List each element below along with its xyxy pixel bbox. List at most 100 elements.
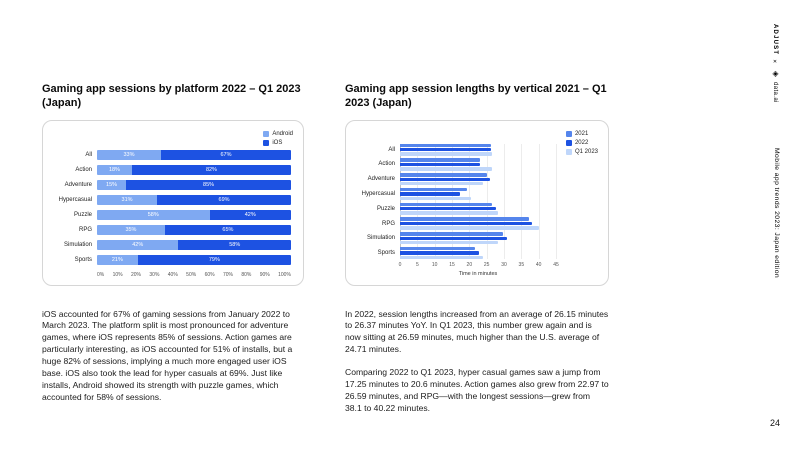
- legend-swatch: [565, 148, 572, 155]
- legend-label: 2021: [574, 130, 589, 137]
- bar-segment-ios: 82%: [131, 165, 291, 175]
- platform-sessions-section: Gaming app sessions by platform 2022 – Q…: [42, 82, 304, 403]
- x-tick-label: 10%: [112, 271, 123, 278]
- grouped-bar-row: Simulation: [354, 232, 556, 245]
- x-tick-label: 100%: [278, 271, 291, 278]
- x-tick-label: 40%: [167, 271, 178, 278]
- legend-swatch: [263, 130, 270, 137]
- bar-segment-android: 58%: [97, 210, 210, 220]
- bar-2021: [400, 202, 492, 207]
- x-tick-label: 80%: [241, 271, 252, 278]
- x-tick-label: 60%: [204, 271, 215, 278]
- stacked-bar: 35% 65%: [97, 225, 291, 235]
- grouped-bar-row: Puzzle: [354, 202, 556, 215]
- session-chart-gridlines: [400, 143, 557, 260]
- bar-segment-android: 33%: [97, 150, 162, 160]
- bar-group: [400, 232, 556, 245]
- x-tick-label: 25: [483, 261, 490, 268]
- session-chart-x-axis-label: Time in minutes: [458, 270, 498, 277]
- gridline: [486, 143, 488, 260]
- category-label: Sports: [74, 257, 92, 264]
- stacked-bar: 21% 79%: [97, 255, 291, 265]
- stacked-bar-row: RPG 35% 65%: [51, 223, 291, 238]
- category-label: Puzzle: [73, 212, 92, 219]
- x-tick-label: 35: [518, 261, 525, 268]
- bar-group: [400, 202, 556, 215]
- category-label: RPG: [78, 227, 92, 234]
- x-tick-label: 30%: [149, 271, 160, 278]
- grouped-bar-row: Sports: [354, 246, 556, 260]
- gridline: [504, 143, 505, 260]
- bar-q1-2023: [400, 181, 483, 186]
- bar-q1-2023: [400, 152, 493, 156]
- x-tick-label: 5: [415, 261, 419, 268]
- bar-segment-android: 15%: [97, 180, 127, 190]
- stacked-bar: 58% 42%: [97, 210, 291, 220]
- brand-lockup: ADJUST ✕ ◈ data.ai: [771, 24, 780, 104]
- bar-q1-2023: [400, 255, 483, 260]
- adjust-logo: ADJUST: [772, 24, 778, 56]
- session-lengths-section: Gaming app session lengths by vertical 2…: [345, 82, 609, 414]
- stacked-bar-row: Hypercasual 31% 69%: [51, 193, 291, 208]
- bar-segment-android: 21%: [97, 255, 138, 265]
- platform-chart-plot: All 33% 67% Action 18% 82% Adventure 15% 85% Hype…: [51, 148, 291, 268]
- legend-label: 2022: [574, 139, 589, 146]
- bar-group: [400, 143, 556, 156]
- bar-group: [400, 187, 556, 201]
- x-tick-label: 20: [466, 261, 473, 268]
- grouped-bar-row: RPG: [354, 217, 556, 230]
- bar-2021: [400, 143, 491, 147]
- bar-2022: [400, 207, 497, 211]
- legend-item-2021: 2021: [565, 130, 598, 137]
- x-tick-label: 0%: [97, 271, 105, 278]
- gridline: [434, 143, 436, 260]
- gridline: [400, 143, 401, 260]
- bar-q1-2023: [400, 240, 499, 245]
- category-label: Sports: [377, 250, 395, 257]
- bar-2022: [400, 162, 480, 167]
- grouped-bar-row: Action: [354, 158, 556, 171]
- x-tick-label: 40: [535, 261, 542, 268]
- bar-2022: [400, 177, 491, 181]
- bar-segment-android: 31%: [97, 195, 158, 205]
- stacked-bar: 31% 69%: [97, 195, 291, 205]
- grouped-bar-row: Adventure: [354, 173, 556, 186]
- stacked-bar-row: Puzzle 58% 42%: [51, 208, 291, 223]
- x-tick-label: 90%: [259, 271, 270, 278]
- category-label: Action: [378, 161, 395, 168]
- category-label: Puzzle: [376, 205, 395, 212]
- category-label: Simulation: [63, 242, 92, 249]
- gridline: [417, 143, 419, 260]
- bar-q1-2023: [400, 167, 493, 171]
- bar-group: [400, 217, 556, 230]
- bar-segment-ios: 42%: [209, 210, 291, 220]
- bar-segment-android: 42%: [97, 240, 179, 250]
- gridline: [521, 143, 523, 260]
- bar-group: [400, 158, 556, 171]
- stacked-bar-row: Action 18% 82%: [51, 163, 291, 178]
- stacked-bar-row: Sports 21% 79%: [51, 253, 291, 268]
- legend-item-q1-2023: Q1 2023: [565, 148, 598, 155]
- stacked-bar: 33% 67%: [97, 150, 291, 160]
- bar-2021: [400, 187, 468, 192]
- stacked-bar: 18% 82%: [97, 165, 291, 175]
- legend-item-2022: 2022: [565, 139, 598, 146]
- category-label: All: [388, 146, 395, 153]
- x-tick-label: 15: [449, 261, 455, 268]
- dataai-wordmark: data.ai: [772, 82, 778, 104]
- session-chart-legend: 2021 2022 Q1 2023: [565, 130, 598, 155]
- bar-q1-2023: [400, 196, 472, 201]
- legend-item-ios: iOS: [263, 139, 293, 146]
- legend-swatch: [565, 139, 572, 146]
- gridline: [538, 143, 540, 260]
- legend-label: iOS: [272, 139, 283, 146]
- bar-2022: [400, 192, 460, 196]
- category-label: Hypercasual: [58, 197, 92, 204]
- category-label: Adventure: [64, 182, 92, 189]
- bar-segment-android: 35%: [97, 225, 165, 235]
- category-label: Action: [75, 167, 92, 174]
- bar-2022: [400, 236, 507, 240]
- legend-swatch: [565, 130, 572, 137]
- x-tick-label: 45: [553, 261, 559, 268]
- chart-title-platform: Gaming app sessions by platform 2022 – Q…: [42, 83, 301, 110]
